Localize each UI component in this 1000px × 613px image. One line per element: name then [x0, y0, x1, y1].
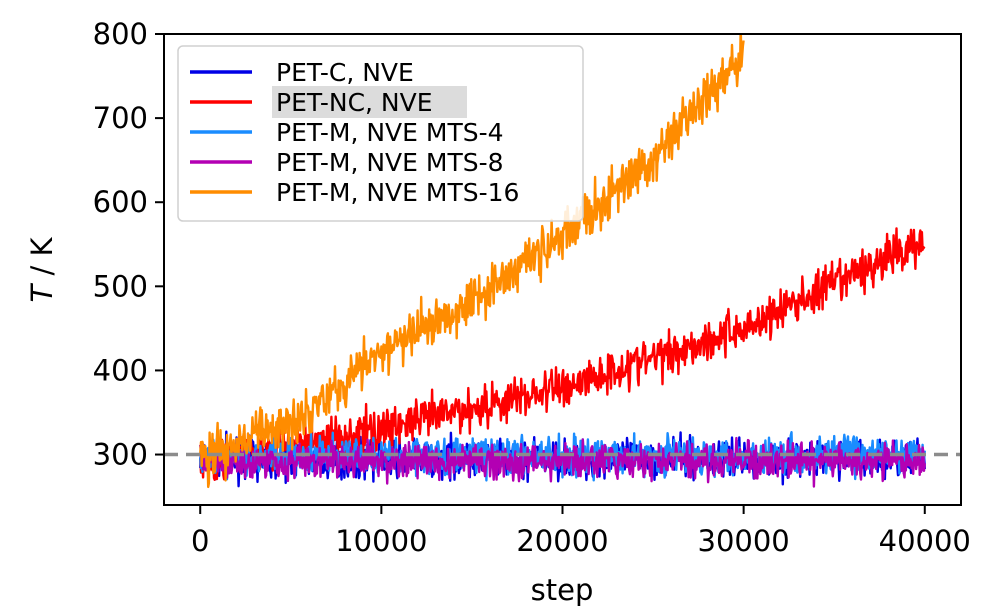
x-tick-label-20000: 20000	[516, 524, 608, 558]
y-axis-label-unit: / K	[25, 237, 59, 285]
series-line-pet-nc-nve	[199, 227, 926, 481]
series-line-pet-m-nve-mts-8	[199, 436, 926, 488]
legend-highlight-pet-nc	[272, 86, 467, 118]
x-axis-label: step	[531, 573, 594, 607]
legend-label-pet-m-mts-8: PET-M, NVE MTS-8	[276, 148, 504, 177]
y-axis-label: T / K	[25, 237, 59, 303]
x-tick-label-40000: 40000	[879, 524, 971, 558]
series-line-pet-m-nve-mts-16	[199, 34, 745, 489]
x-tick-label-30000: 30000	[698, 524, 790, 558]
y-tick-label-700: 700	[93, 101, 148, 135]
y-tick-label-300: 300	[93, 438, 148, 472]
legend-entry-pet-c: PET-C, NVE	[190, 58, 414, 87]
x-tick-label-10000: 10000	[335, 524, 427, 558]
legend-label-pet-m-mts-4: PET-M, NVE MTS-4	[276, 118, 504, 147]
legend-label-pet-m-mts-16: PET-M, NVE MTS-16	[276, 178, 519, 207]
y-tick-label-600: 600	[93, 185, 148, 219]
y-axis-label-symbol: T	[25, 282, 59, 302]
legend-entry-pet-m-mts-4: PET-M, NVE MTS-4	[190, 118, 504, 147]
y-tick-label-500: 500	[93, 269, 148, 303]
legend-label-pet-nc: PET-NC, NVE	[276, 88, 433, 117]
y-tick-label-800: 800	[93, 17, 148, 51]
legend-entry-pet-m-mts-16: PET-M, NVE MTS-16	[190, 178, 519, 207]
legend-label-pet-c: PET-C, NVE	[276, 58, 414, 87]
y-axis-ticks: 300 400 500 600 700 800	[93, 17, 164, 472]
series-layer	[199, 34, 926, 489]
y-tick-label-400: 400	[93, 353, 148, 387]
legend-entry-pet-nc: PET-NC, NVE	[190, 86, 467, 118]
x-axis-ticks: 0 10000 20000 30000 40000	[191, 505, 971, 558]
legend: PET-C, NVE PET-NC, NVE PET-M, NVE MTS-4 …	[177, 45, 584, 222]
x-tick-label-0: 0	[191, 524, 209, 558]
legend-entry-pet-m-mts-8: PET-M, NVE MTS-8	[190, 148, 504, 177]
